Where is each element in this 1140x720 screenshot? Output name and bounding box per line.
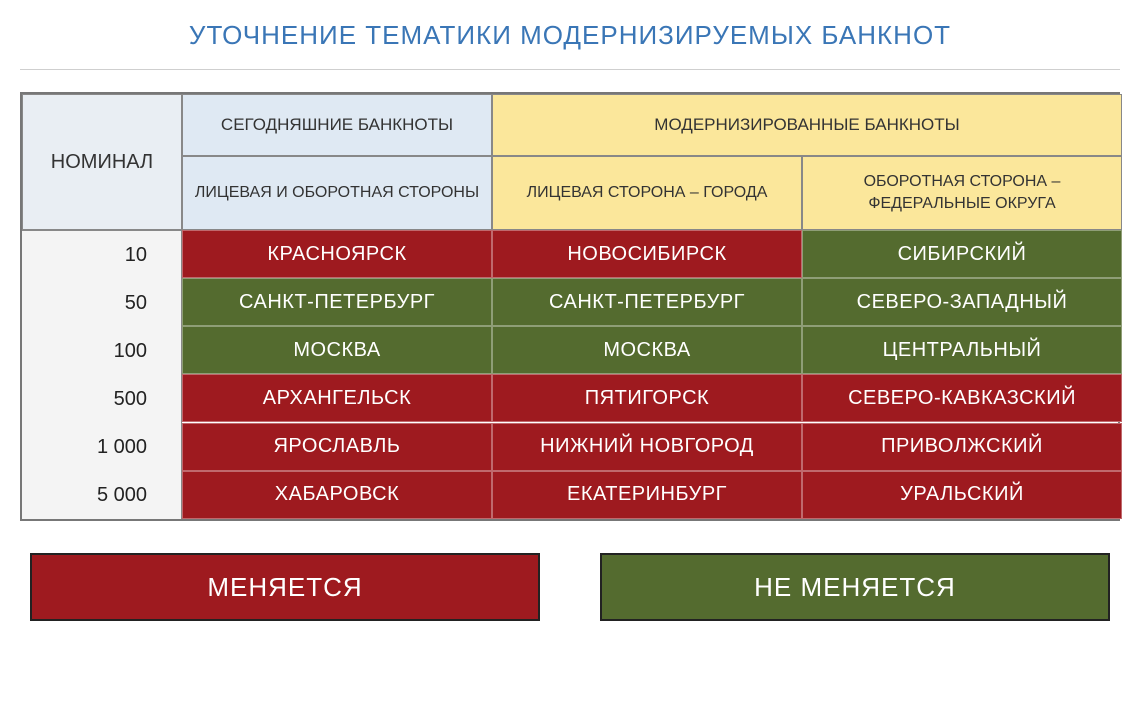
header-current: СЕГОДНЯШНИЕ БАНКНОТЫ [182,94,492,156]
header-sub-both-sides: ЛИЦЕВАЯ И ОБОРОТНАЯ СТОРОНЫ [182,156,492,230]
table-cell: ЕКАТЕРИНБУРГ [492,471,802,519]
table-cell: НОВОСИБИРСК [492,230,802,278]
denom-value: 500 [22,375,181,423]
infographic-container: УТОЧНЕНИЕ ТЕМАТИКИ МОДЕРНИЗИРУЕМЫХ БАНКН… [0,0,1140,621]
table-cell: САНКТ-ПЕТЕРБУРГ [492,278,802,326]
denom-value: 10 [22,231,181,279]
header-sub-back-district: ОБОРОТНАЯ СТОРОНА – ФЕДЕРАЛЬНЫЕ ОКРУГА [802,156,1122,230]
table-cell: АРХАНГЕЛЬСК [182,374,492,422]
table-cell: ПЯТИГОРСК [492,374,802,422]
table-cell: ЯРОСЛАВЛЬ [182,423,492,471]
denom-value: 100 [22,327,181,375]
table-cell: СЕВЕРО-ЗАПАДНЫЙ [802,278,1122,326]
table-cell: МОСКВА [492,326,802,374]
denom-value: 50 [22,279,181,327]
legend-no-changes: НЕ МЕНЯЕТСЯ [600,553,1110,621]
banknote-table: НОМИНАЛ СЕГОДНЯШНИЕ БАНКНОТЫ МОДЕРНИЗИРО… [20,92,1120,521]
table-cell: СЕВЕРО-КАВКАЗСКИЙ [802,374,1122,422]
divider [20,69,1120,70]
legend-changes: МЕНЯЕТСЯ [30,553,540,621]
table-cell: НИЖНИЙ НОВГОРОД [492,423,802,471]
table-cell: УРАЛЬСКИЙ [802,471,1122,519]
table-cell: СИБИРСКИЙ [802,230,1122,278]
legend: МЕНЯЕТСЯ НЕ МЕНЯЕТСЯ [20,553,1120,621]
header-sub-front-city: ЛИЦЕВАЯ СТОРОНА – ГОРОДА [492,156,802,230]
denom-value: 5 000 [22,471,181,519]
table-cell: САНКТ-ПЕТЕРБУРГ [182,278,492,326]
table-cell: МОСКВА [182,326,492,374]
table-cell: ЦЕНТРАЛЬНЫЙ [802,326,1122,374]
denom-value: 1 000 [22,423,181,471]
header-nominal: НОМИНАЛ [22,94,182,230]
table-cell: ПРИВОЛЖСКИЙ [802,423,1122,471]
denomination-column: 10 50 100 500 1 000 5 000 [22,230,182,519]
table-cell: ХАБАРОВСК [182,471,492,519]
header-modernized: МОДЕРНИЗИРОВАННЫЕ БАНКНОТЫ [492,94,1122,156]
page-title: УТОЧНЕНИЕ ТЕМАТИКИ МОДЕРНИЗИРУЕМЫХ БАНКН… [20,20,1120,51]
table-cell: КРАСНОЯРСК [182,230,492,278]
